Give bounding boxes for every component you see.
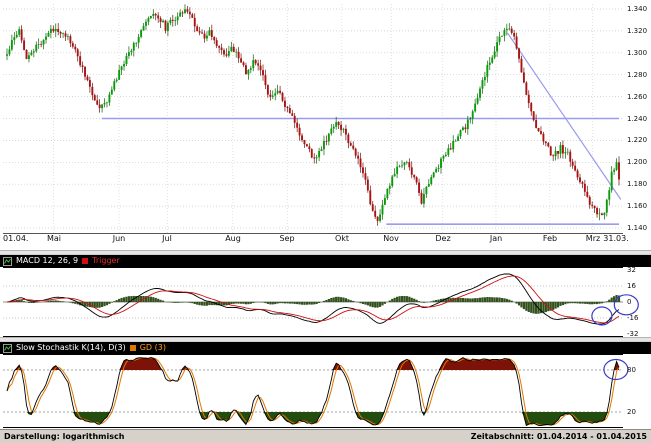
indicator-chart-icon: [3, 343, 12, 353]
value-axis-tick: 1.140: [627, 224, 648, 232]
value-axis-tick: -32: [627, 330, 639, 338]
overbought-fill: [7, 357, 619, 370]
panel-splitter[interactable]: [0, 337, 651, 342]
value-axis-tick: 16: [627, 282, 636, 290]
price-axis-month-label: Jan: [489, 234, 503, 243]
price-axis-month-label: Jul: [162, 234, 172, 243]
price-chart-panel[interactable]: 01.04. Mai Jun Jul Aug Sep Okt Nov Dez Jan Feb Mrz 3…: [0, 0, 651, 250]
value-axis-tick: -16: [627, 314, 639, 322]
price-axis-month-label: Jun: [112, 234, 126, 243]
display-mode-label: Darstellung: logarithmisch: [4, 432, 125, 441]
macd-gridlines: [3, 285, 623, 319]
macd-line: [6, 273, 620, 325]
indicator-chart-icon: [3, 256, 12, 266]
value-axis-tick: 1.280: [627, 71, 648, 79]
analysis-circle-annotation: [613, 294, 639, 316]
price-axis-month-label: Nov: [383, 234, 399, 243]
analysis-circle-annotation: [603, 358, 629, 381]
stochastic-legend-label: Slow Stochastik K(14), D(3): [16, 343, 126, 352]
stochastic-indicator-chart[interactable]: [3, 354, 629, 428]
oversold-fill: [7, 412, 619, 426]
downtrend-line: [507, 32, 622, 200]
trigger-line: [6, 275, 620, 324]
value-axis-tick: 1.240: [627, 115, 648, 123]
price-axis-month-label: Okt: [334, 234, 350, 243]
stochastic-gridlines: [3, 369, 623, 413]
price-axis-month-label: Mai: [46, 234, 62, 243]
price-axis-month-label: Feb: [542, 234, 558, 243]
macd-header-bar[interactable]: MACD 12, 26, 9 Trigger: [0, 255, 651, 267]
macd-indicator-chart[interactable]: [3, 267, 639, 337]
value-axis-tick: 1.340: [627, 5, 648, 13]
value-axis-column: 1.340 1.320 1.300 1.280 1.260 1.240 1.220 1.200…: [626, 0, 651, 443]
price-x-axis: 01.04. Mai Jun Jul Aug Sep Okt Nov Dez Jan Feb Mrz 3…: [0, 234, 651, 246]
value-axis-tick: 1.160: [627, 202, 648, 210]
macd-legend-label: MACD 12, 26, 9: [16, 256, 79, 265]
value-axis-tick: 80: [627, 366, 636, 374]
value-axis-tick: 0: [627, 298, 632, 306]
price-axis-month-label: Mrz: [585, 234, 601, 243]
price-axis-month-label: Sep: [279, 234, 295, 243]
value-axis-tick: 32: [627, 266, 636, 274]
gd-color-swatch: [129, 345, 136, 351]
status-bar: Darstellung: logarithmisch Zeitabschnitt…: [0, 429, 651, 443]
trigger-color-swatch: [82, 258, 89, 264]
value-axis-tick: 1.200: [627, 158, 648, 166]
macd-histogram: [8, 295, 621, 314]
analysis-circle-annotation: [591, 306, 613, 326]
time-range-label: Zeitabschnitt: 01.04.2014 - 01.04.2015: [470, 432, 647, 441]
value-axis-tick: 20: [627, 408, 636, 416]
gd-legend-label: GD (3): [139, 343, 166, 352]
value-axis-tick: 1.260: [627, 93, 648, 101]
candles-layer: [6, 4, 620, 226]
value-axis-tick: 1.300: [627, 49, 648, 57]
support-resistance-lines[interactable]: [101, 32, 622, 225]
price-axis-month-label: Dez: [435, 234, 451, 243]
price-axis-month-label: Aug: [225, 234, 241, 243]
panel-splitter[interactable]: [0, 250, 651, 255]
value-axis-tick: 1.220: [627, 136, 648, 144]
value-axis-tick: 1.180: [627, 180, 648, 188]
value-axis-tick: 1.320: [627, 27, 648, 35]
stochastic-header-bar[interactable]: Slow Stochastik K(14), D(3) GD (3): [0, 342, 651, 354]
stochastic-k-line: [6, 357, 620, 427]
price-axis-month-label: 31.03.: [603, 234, 629, 243]
price-candlestick-chart: [3, 4, 623, 234]
trigger-legend-label: Trigger: [92, 256, 120, 265]
price-axis-month-label: 01.04.: [3, 234, 29, 243]
